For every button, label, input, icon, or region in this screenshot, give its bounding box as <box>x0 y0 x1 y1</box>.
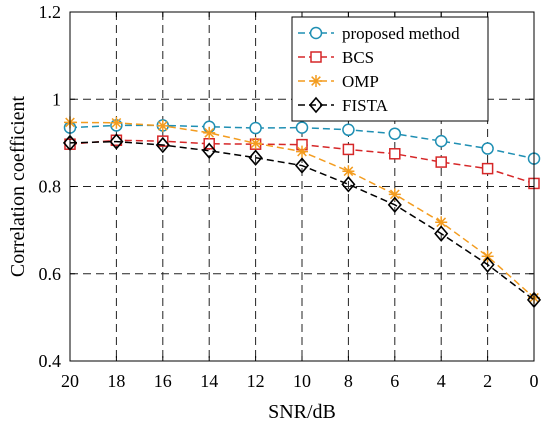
data-point-star <box>249 137 262 150</box>
star-stroke <box>157 121 168 131</box>
star-stroke <box>204 127 215 138</box>
x-tick-label: 6 <box>390 371 399 391</box>
legend-box <box>291 16 489 122</box>
series-line <box>69 140 535 301</box>
data-point-diamond <box>308 96 324 114</box>
star-stroke <box>250 138 261 149</box>
data-point-star <box>342 165 355 178</box>
x-tick-label: 20 <box>61 371 79 391</box>
legend-item: BCS <box>298 48 374 67</box>
star-stroke <box>389 189 400 200</box>
data-point-star <box>296 145 308 158</box>
series-omp <box>64 116 540 304</box>
data-point-square <box>310 51 322 63</box>
legend-label: BCS <box>342 48 374 67</box>
legend-label: OMP <box>342 72 379 91</box>
data-point-circle <box>434 134 448 148</box>
data-point-star <box>156 119 169 132</box>
x-tick-label: 12 <box>247 371 265 391</box>
data-point-circle <box>388 127 402 140</box>
legend-label: FISTA <box>342 96 389 115</box>
data-point-diamond <box>434 225 449 242</box>
data-point-square <box>481 162 494 175</box>
data-point-square <box>389 148 401 160</box>
ticks: 20 18 16 14 12 10 8 6 4 2 00.40.60.811.2 <box>39 2 539 391</box>
data-point-square <box>342 143 355 156</box>
data-point-star <box>203 126 216 139</box>
x-tick-label: 8 <box>344 371 353 391</box>
y-tick-label: 1 <box>52 89 61 109</box>
data-point-diamond <box>387 196 402 214</box>
star-stroke <box>111 117 122 128</box>
data-point-circle <box>342 123 355 137</box>
y-axis-label: Correlation coefficient <box>7 95 29 277</box>
legend-label: proposed method <box>342 24 460 43</box>
data-point-diamond <box>480 256 495 273</box>
data-point-diamond <box>109 133 124 150</box>
x-tick-label: 14 <box>200 371 218 391</box>
data-point-circle <box>481 142 494 155</box>
star-stroke <box>343 166 354 177</box>
star-stroke <box>482 251 493 262</box>
data-point-square <box>157 135 169 147</box>
x-tick-label: 10 <box>293 371 311 391</box>
data-point-diamond <box>248 149 263 166</box>
star-stroke <box>297 146 307 157</box>
legend: proposed method BCS OMP FISTA <box>291 16 489 122</box>
data-point-square <box>435 156 447 168</box>
data-point-circle <box>309 26 323 40</box>
data-point-diamond <box>202 142 217 159</box>
y-tick-label: 1.2 <box>39 2 62 22</box>
x-tick-label: 2 <box>483 371 492 391</box>
data-point-diamond <box>155 136 170 154</box>
star-stroke <box>436 217 447 228</box>
y-tick-label: 0.4 <box>39 351 62 371</box>
x-tick-label: 0 <box>530 371 539 391</box>
legend-item: OMP <box>298 72 379 91</box>
x-tick-label: 18 <box>107 371 125 391</box>
legend-item: proposed method <box>298 24 460 43</box>
y-tick-label: 0.6 <box>39 264 62 284</box>
legend-item: FISTA <box>298 96 389 115</box>
x-axis-label: SNR/dB <box>268 401 336 423</box>
data-point-diamond <box>294 157 310 174</box>
data-point-diamond <box>341 176 356 193</box>
data-point-star <box>481 250 494 263</box>
y-tick-label: 0.8 <box>39 177 62 197</box>
data-point-star <box>110 116 123 129</box>
data-point-circle <box>295 121 309 134</box>
x-tick-label: 4 <box>437 371 446 391</box>
star-stroke <box>311 76 321 86</box>
data-point-circle <box>249 121 262 135</box>
data-point-star <box>310 75 322 87</box>
x-tick-label: 16 <box>154 371 172 391</box>
